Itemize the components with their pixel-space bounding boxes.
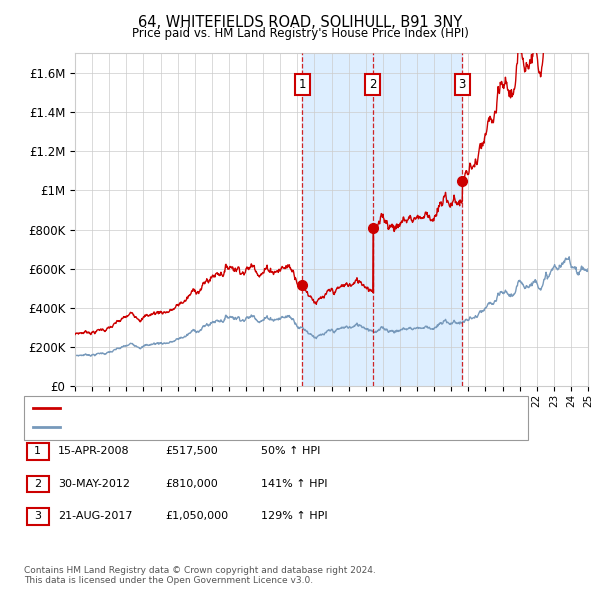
Text: 30-MAY-2012: 30-MAY-2012 bbox=[58, 479, 130, 489]
Text: HPI: Average price, detached house, Solihull: HPI: Average price, detached house, Soli… bbox=[63, 422, 294, 432]
Text: This data is licensed under the Open Government Licence v3.0.: This data is licensed under the Open Gov… bbox=[24, 576, 313, 585]
Text: 141% ↑ HPI: 141% ↑ HPI bbox=[261, 479, 328, 489]
Text: 3: 3 bbox=[458, 78, 466, 91]
Text: £1,050,000: £1,050,000 bbox=[165, 512, 228, 521]
Text: 64, WHITEFIELDS ROAD, SOLIHULL, B91 3NY (detached house): 64, WHITEFIELDS ROAD, SOLIHULL, B91 3NY … bbox=[63, 403, 389, 413]
Text: 1: 1 bbox=[299, 78, 306, 91]
Text: 2: 2 bbox=[34, 479, 41, 489]
Text: £810,000: £810,000 bbox=[165, 479, 218, 489]
Bar bbox=[302, 53, 462, 386]
Text: 64, WHITEFIELDS ROAD, SOLIHULL, B91 3NY: 64, WHITEFIELDS ROAD, SOLIHULL, B91 3NY bbox=[138, 15, 462, 30]
Text: 3: 3 bbox=[34, 512, 41, 521]
Text: 1: 1 bbox=[34, 447, 41, 456]
Text: 21-AUG-2017: 21-AUG-2017 bbox=[58, 512, 133, 521]
Text: Price paid vs. HM Land Registry's House Price Index (HPI): Price paid vs. HM Land Registry's House … bbox=[131, 27, 469, 40]
Text: £517,500: £517,500 bbox=[165, 447, 218, 456]
Text: 50% ↑ HPI: 50% ↑ HPI bbox=[261, 447, 320, 456]
Text: 129% ↑ HPI: 129% ↑ HPI bbox=[261, 512, 328, 521]
Text: 15-APR-2008: 15-APR-2008 bbox=[58, 447, 130, 456]
Text: 2: 2 bbox=[369, 78, 376, 91]
Text: Contains HM Land Registry data © Crown copyright and database right 2024.: Contains HM Land Registry data © Crown c… bbox=[24, 566, 376, 575]
